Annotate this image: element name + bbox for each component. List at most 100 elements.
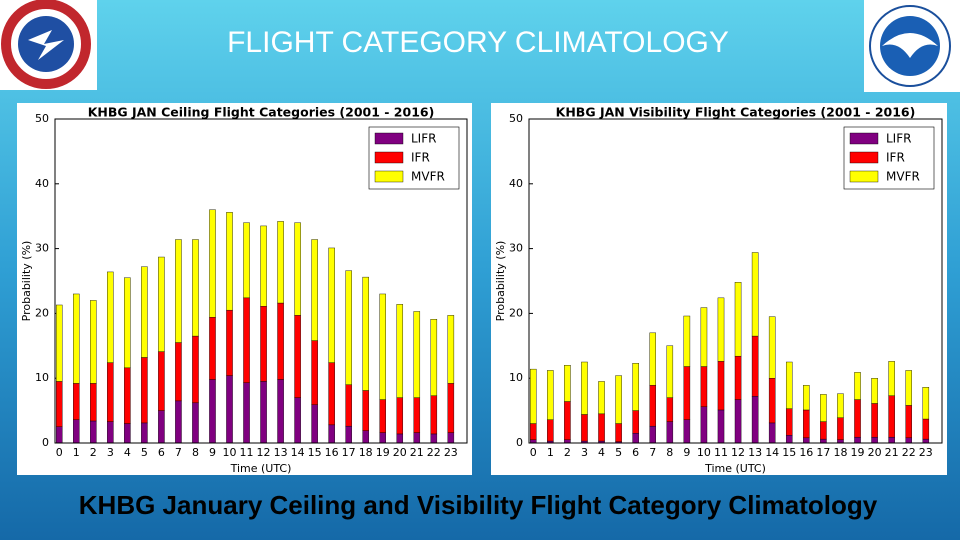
x-tick-label: 14 bbox=[291, 446, 305, 459]
bar-segment bbox=[226, 212, 233, 311]
x-tick-label: 1 bbox=[73, 446, 80, 459]
bar-segment bbox=[751, 335, 759, 397]
bar-segment bbox=[854, 436, 861, 444]
x-tick-label: 10 bbox=[697, 446, 711, 459]
x-tick-label: 4 bbox=[124, 446, 131, 459]
bar-segment bbox=[175, 239, 182, 343]
x-tick-label: 16 bbox=[799, 446, 813, 459]
bar-segment bbox=[90, 383, 97, 422]
bar-segment bbox=[922, 387, 930, 420]
bar-segment bbox=[649, 332, 657, 386]
bar-segment bbox=[362, 276, 369, 391]
bar-segment bbox=[379, 399, 386, 433]
bar-segment bbox=[226, 309, 233, 376]
bar-segment bbox=[107, 421, 114, 444]
bar-segment bbox=[260, 225, 267, 307]
bar-segment bbox=[700, 366, 708, 407]
bar-segment bbox=[277, 221, 284, 304]
bar-segment bbox=[785, 408, 793, 436]
x-tick-label: 15 bbox=[308, 446, 322, 459]
bar-segment bbox=[141, 357, 148, 424]
bar-segment bbox=[649, 425, 657, 444]
x-tick-label: 8 bbox=[192, 446, 199, 459]
bar-segment bbox=[447, 432, 455, 444]
bar-segment bbox=[311, 404, 318, 444]
bar-segment bbox=[55, 426, 63, 444]
bar-segment bbox=[311, 340, 318, 405]
bar-segment bbox=[581, 361, 588, 415]
bar-segment bbox=[362, 390, 369, 431]
x-tick-label: 20 bbox=[868, 446, 882, 459]
bar-segment bbox=[379, 432, 386, 444]
bar-segment bbox=[905, 437, 912, 444]
legend-label: MVFR bbox=[886, 170, 920, 184]
bar-segment bbox=[547, 419, 554, 442]
x-tick-label: 7 bbox=[175, 446, 182, 459]
bar-segment bbox=[632, 363, 639, 411]
bar-segment bbox=[379, 293, 386, 400]
bar-segment bbox=[447, 383, 455, 433]
x-tick-label: 18 bbox=[833, 446, 847, 459]
bar-segment bbox=[396, 397, 404, 435]
bar-segment bbox=[55, 304, 63, 382]
bar-segment bbox=[734, 399, 742, 444]
bar-segment bbox=[345, 384, 352, 427]
bar-segment bbox=[615, 423, 622, 442]
bar-segment bbox=[598, 381, 605, 415]
bar-segment bbox=[768, 378, 776, 424]
bar-segment bbox=[632, 410, 639, 434]
bar-segment bbox=[717, 409, 725, 444]
bar-segment bbox=[328, 362, 335, 426]
bar-segment bbox=[615, 375, 622, 424]
x-tick-label: 22 bbox=[427, 446, 441, 459]
bar-segment bbox=[717, 361, 725, 411]
x-tick-label: 21 bbox=[885, 446, 899, 459]
x-tick-label: 13 bbox=[748, 446, 762, 459]
bar-segment bbox=[141, 266, 148, 358]
bar-segment bbox=[55, 381, 63, 428]
x-tick-label: 15 bbox=[782, 446, 796, 459]
bar-segment bbox=[751, 252, 759, 337]
y-tick-label: 30 bbox=[35, 242, 49, 255]
x-tick-label: 23 bbox=[444, 446, 458, 459]
x-tick-label: 11 bbox=[714, 446, 728, 459]
x-axis-label: Time (UTC) bbox=[230, 462, 292, 475]
x-tick-label: 19 bbox=[851, 446, 865, 459]
bar-segment bbox=[294, 222, 301, 316]
bar-segment bbox=[888, 361, 895, 396]
y-tick-label: 10 bbox=[509, 371, 523, 384]
bar-segment bbox=[905, 370, 912, 406]
bar-segment bbox=[73, 383, 80, 420]
x-tick-label: 0 bbox=[530, 446, 537, 459]
bar-segment bbox=[158, 256, 165, 352]
x-tick-label: 9 bbox=[209, 446, 216, 459]
bar-segment bbox=[192, 335, 199, 404]
x-tick-label: 5 bbox=[615, 446, 622, 459]
x-tick-label: 22 bbox=[902, 446, 916, 459]
bar-segment bbox=[73, 293, 80, 384]
bar-segment bbox=[192, 402, 199, 444]
noaa-logo bbox=[864, 0, 960, 92]
bar-segment bbox=[666, 421, 674, 444]
bar-segment bbox=[700, 307, 708, 367]
bar-segment bbox=[328, 247, 335, 363]
x-tick-label: 10 bbox=[223, 446, 237, 459]
y-tick-label: 0 bbox=[42, 436, 49, 449]
bar-segment bbox=[564, 401, 571, 440]
bar-segment bbox=[683, 366, 691, 420]
legend-swatch bbox=[849, 151, 879, 164]
x-tick-label: 6 bbox=[158, 446, 165, 459]
x-tick-label: 12 bbox=[257, 446, 271, 459]
bar-segment bbox=[564, 365, 571, 402]
bar-segment bbox=[277, 302, 284, 380]
bar-segment bbox=[632, 433, 639, 444]
bar-segment bbox=[820, 438, 827, 444]
x-tick-label: 3 bbox=[581, 446, 588, 459]
bar-segment bbox=[666, 345, 674, 398]
legend-swatch bbox=[374, 170, 404, 183]
bar-segment bbox=[922, 418, 930, 440]
legend-swatch bbox=[374, 151, 404, 164]
y-axis-label: Probability (%) bbox=[20, 241, 33, 322]
bar-segment bbox=[837, 417, 844, 440]
